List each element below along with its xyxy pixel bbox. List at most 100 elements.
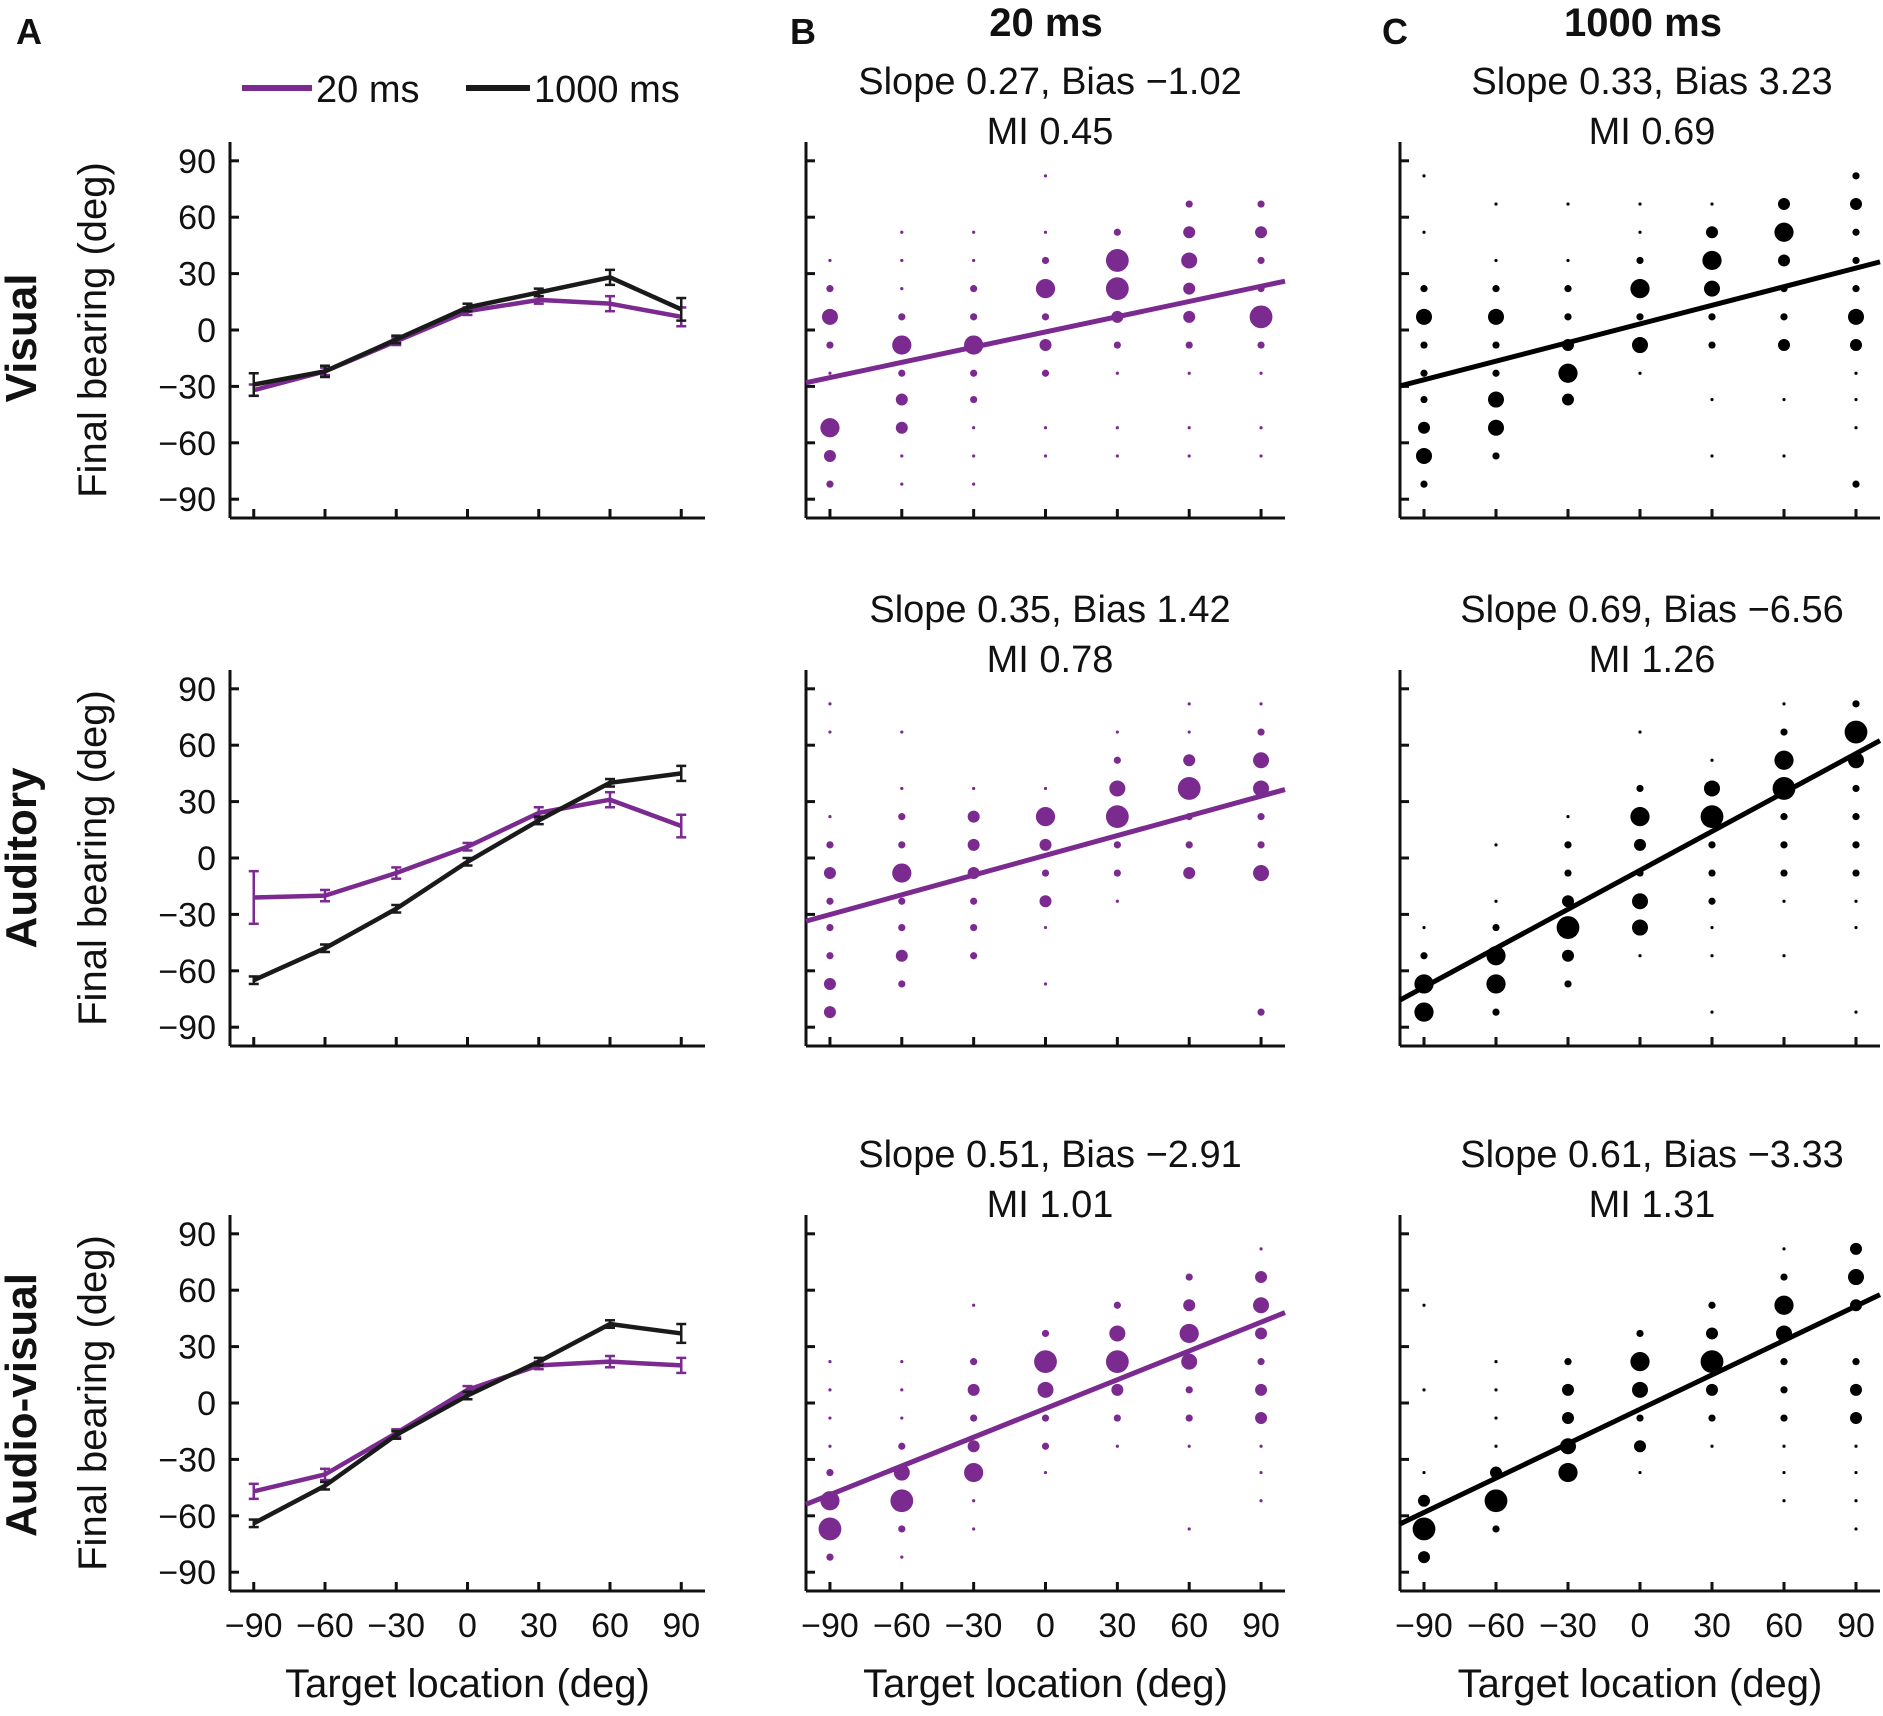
response-point <box>823 1006 836 1019</box>
panel-a-y-tick-label: 60 <box>178 1272 216 1310</box>
panel-b-x-tick-label: −30 <box>945 1607 1003 1645</box>
y-axis-label: Final bearing (deg) <box>71 1235 115 1571</box>
response-point <box>1183 310 1196 323</box>
response-point <box>1566 815 1570 819</box>
response-point <box>900 287 904 291</box>
response-point <box>1414 1002 1434 1022</box>
response-point <box>900 1388 904 1392</box>
response-point <box>972 786 976 791</box>
response-point <box>1257 256 1265 265</box>
response-point <box>1041 256 1050 265</box>
response-point <box>1492 1525 1500 1533</box>
response-point <box>1105 249 1129 272</box>
legend: 20 ms 1000 ms <box>242 69 680 111</box>
response-point <box>1041 869 1050 877</box>
response-point <box>1259 1247 1263 1251</box>
response-point <box>1492 1008 1500 1016</box>
response-point <box>1416 447 1432 464</box>
panel-a-y-tick-label: −60 <box>158 1498 216 1536</box>
response-point <box>972 1527 976 1531</box>
response-point <box>1422 1470 1426 1475</box>
response-point <box>1638 230 1642 234</box>
response-point <box>1041 1329 1050 1338</box>
response-point <box>1558 1462 1578 1483</box>
response-point <box>1257 1008 1265 1016</box>
response-point <box>1782 1499 1786 1503</box>
panel-c-x-tick-label: 0 <box>1631 1607 1650 1645</box>
response-point <box>1187 371 1191 375</box>
response-point <box>1704 780 1720 797</box>
response-point <box>1185 200 1193 208</box>
response-point <box>1636 784 1644 793</box>
response-point <box>900 482 904 486</box>
response-point <box>1043 454 1048 458</box>
response-point <box>1043 230 1048 234</box>
response-point <box>1035 807 1056 827</box>
response-point <box>826 841 834 849</box>
response-point <box>1420 285 1428 293</box>
response-point <box>1105 805 1129 829</box>
chart-B-audiovisual: −90 −60 −30 0 30 60 90 Target location (deg) Slo… <box>801 1134 1286 1706</box>
panel-a-x-tick-label: −60 <box>296 1607 354 1645</box>
series-20-ms <box>248 790 687 926</box>
response-point <box>1115 1444 1119 1448</box>
panel-b-x-axis-label: Target location (deg) <box>863 1662 1228 1706</box>
response-point <box>1187 1444 1191 1448</box>
response-point <box>1562 393 1574 406</box>
response-point <box>1630 1352 1650 1372</box>
column-title-20ms: 20 ms <box>989 1 1102 45</box>
response-point <box>1564 313 1572 321</box>
panel-a-y-tick-label: 90 <box>178 1216 216 1254</box>
response-point <box>1710 202 1714 206</box>
series-line <box>253 1359 682 1494</box>
panel-c-x-tick-label: 90 <box>1837 1607 1875 1645</box>
response-point <box>1183 226 1196 239</box>
y-axis-label: Final bearing (deg) <box>71 690 115 1026</box>
response-point <box>1259 1499 1263 1503</box>
panel-a-y-tick-label: 0 <box>197 840 216 878</box>
response-point <box>1852 256 1860 265</box>
response-point <box>1782 954 1786 958</box>
response-point <box>1255 1412 1268 1425</box>
response-point <box>1041 1442 1050 1450</box>
response-point <box>1782 1444 1786 1448</box>
response-point <box>1113 869 1121 877</box>
response-point <box>1566 258 1570 263</box>
response-point <box>1494 899 1498 903</box>
response-point <box>1494 843 1498 847</box>
response-point <box>1185 841 1193 849</box>
response-point <box>1704 280 1720 297</box>
response-point <box>1488 391 1504 408</box>
response-point <box>1852 228 1860 236</box>
panel-b-x-tick-label: −90 <box>801 1607 859 1645</box>
response-point <box>1422 230 1426 234</box>
response-point <box>1183 754 1196 767</box>
panel-b-x-tick-label: 90 <box>1242 1607 1280 1645</box>
response-point <box>1556 916 1580 939</box>
series-line <box>252 1321 682 1526</box>
chart-C-audiovisual: −90 −60 −30 0 30 60 90 Target location (deg) Slo… <box>1395 1134 1882 1706</box>
response-point <box>1259 1444 1263 1448</box>
response-point <box>1778 339 1790 352</box>
response-point <box>823 977 836 990</box>
response-point <box>1492 452 1500 460</box>
response-point <box>900 258 904 263</box>
response-point <box>1185 1386 1193 1394</box>
response-point <box>1412 1517 1436 1541</box>
response-point <box>1041 313 1050 321</box>
panel-a-x-tick-label: 0 <box>458 1607 477 1645</box>
response-point <box>1115 371 1119 375</box>
response-point <box>972 1303 976 1307</box>
response-point <box>1109 780 1126 797</box>
response-point <box>1257 813 1265 821</box>
response-point <box>1780 1273 1788 1281</box>
response-point <box>1844 720 1868 744</box>
response-point <box>972 1499 976 1503</box>
response-point <box>1632 919 1648 936</box>
response-point <box>972 454 976 458</box>
response-point <box>1852 700 1860 708</box>
response-point <box>1702 250 1722 271</box>
response-point <box>900 454 904 458</box>
response-point <box>1253 865 1270 882</box>
fit-stats-line: Slope 0.69, Bias −6.56 <box>1460 589 1843 631</box>
